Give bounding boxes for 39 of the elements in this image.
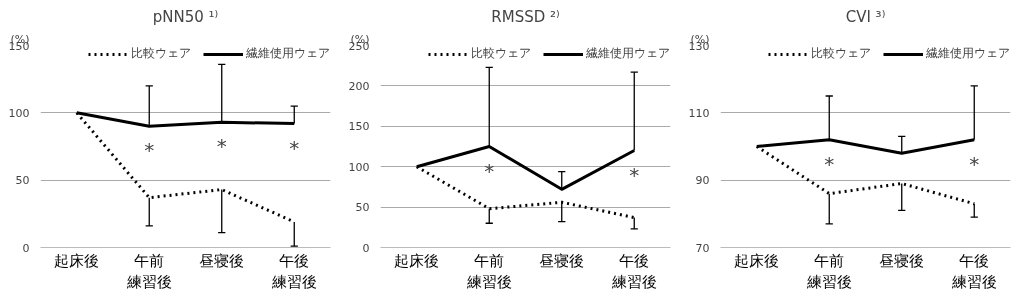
x-tick-label: 起床後 [394, 251, 440, 270]
y-tick-label: 0 [22, 241, 30, 255]
chart-title: RMSSD ²⁾ [491, 7, 560, 26]
legend-label: 繊維使用ウェア [246, 45, 330, 62]
annotation: * [289, 135, 300, 160]
annotation: * [144, 138, 155, 163]
annotation: * [484, 158, 495, 183]
x-tick-label: 起床後 [54, 251, 100, 270]
legend-label: 比較ウェア [471, 45, 531, 62]
chart-title: pNN50 ¹⁾ [152, 7, 219, 26]
x-tick-label: 起床後 [734, 251, 780, 270]
x-tick-label: 午前練習後 [465, 251, 512, 292]
x-tick-label: 午後練習後 [610, 251, 657, 292]
x-tick-label: 昼寝後 [539, 251, 585, 270]
y-tick-label: 150 [348, 120, 370, 134]
annotation: * [629, 162, 640, 187]
x-tick-label: 午前練習後 [125, 251, 172, 292]
y-tick-label: 70 [695, 241, 710, 255]
x-tick-label: 午後練習後 [270, 251, 317, 292]
annotation: * [824, 151, 835, 176]
x-tick-label: 午後練習後 [950, 251, 997, 292]
y-tick-label: 100 [348, 160, 370, 174]
legend-label: 比較ウェア [811, 45, 871, 62]
x-tick-label: 昼寝後 [879, 251, 925, 270]
chart-title: CVI ³⁾ [845, 7, 886, 26]
x-tick-label: 午前練習後 [805, 251, 852, 292]
y-tick-label: 100 [8, 106, 30, 120]
legend-label: 繊維使用ウェア [926, 45, 1010, 62]
y-tick-label: 200 [348, 79, 370, 93]
annotation: * [216, 134, 227, 159]
y-tick-label: 110 [688, 106, 710, 120]
legend-label: 繊維使用ウェア [586, 45, 670, 62]
x-tick-label: 昼寝後 [199, 251, 245, 270]
annotation: * [969, 151, 980, 176]
legend-label: 比較ウェア [131, 45, 191, 62]
y-tick-label: 50 [15, 174, 30, 188]
y-tick-label: 90 [695, 174, 710, 188]
y-tick-label: 0 [362, 241, 370, 255]
y-tick-label: 50 [355, 201, 370, 215]
